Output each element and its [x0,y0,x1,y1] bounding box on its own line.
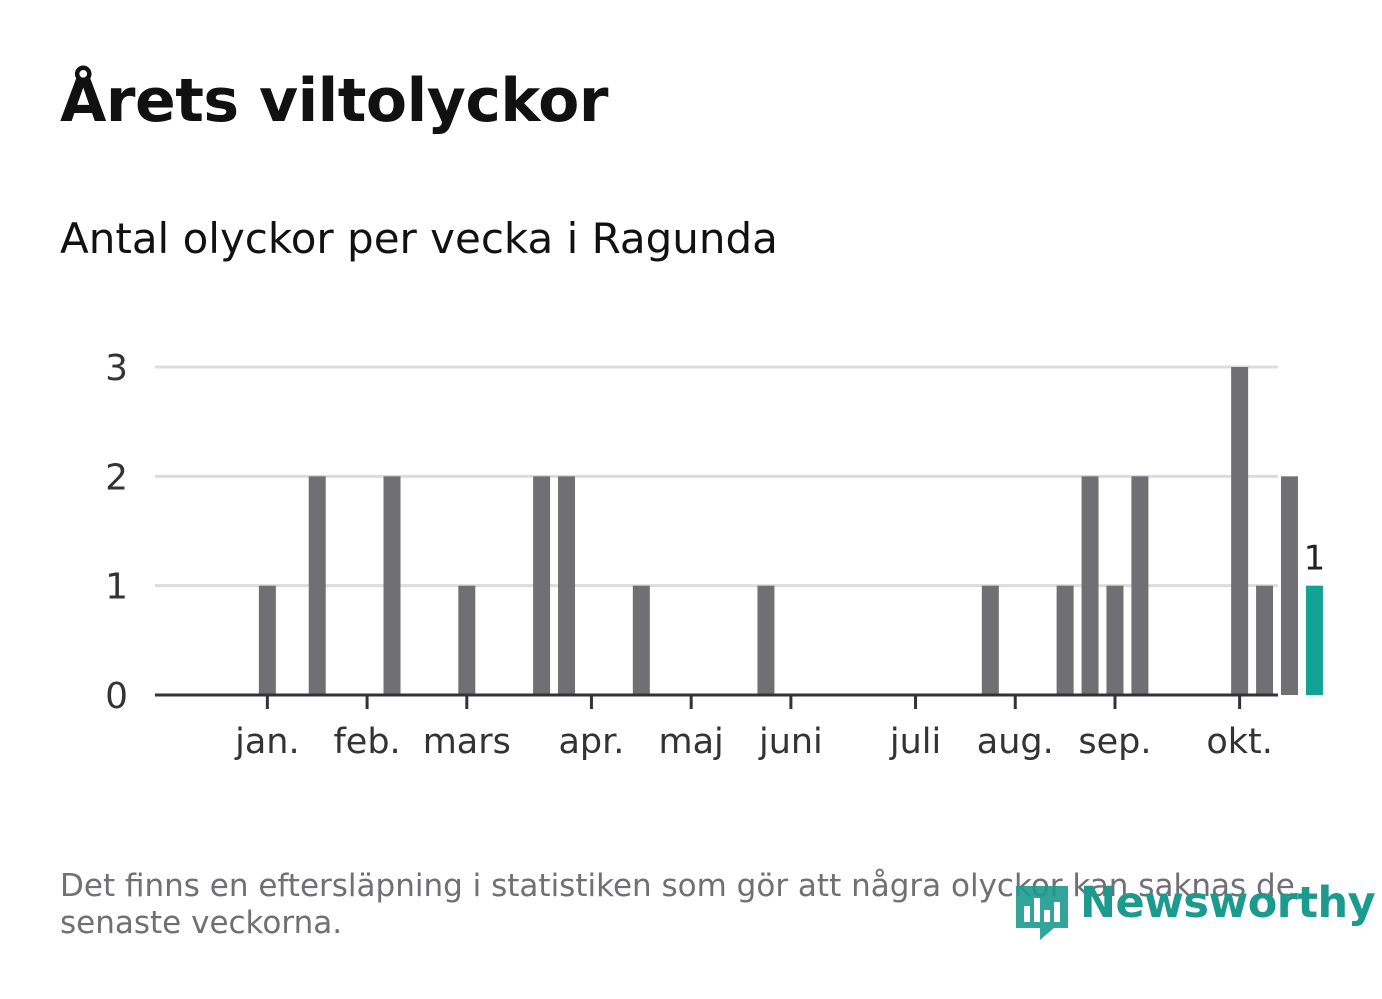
x-tick-label: jan. [234,722,299,762]
y-tick-label: 3 [105,348,128,389]
data-label: 1 [1304,539,1326,579]
bar [632,585,650,695]
x-tick-label: maj [659,722,724,762]
x-tick-label: juni [758,722,823,762]
x-tick-label: juli [889,722,941,762]
bar [1231,367,1249,695]
bar [1056,585,1074,695]
brand-name: Newsworthy [1080,878,1376,928]
bar [1081,476,1099,695]
y-tick-label: 0 [105,676,128,717]
bar [1131,476,1149,695]
bar [558,476,576,695]
bar [1106,585,1124,695]
x-tick-label: mars [423,722,511,762]
bar [458,585,476,695]
y-tick-label: 2 [105,457,128,498]
bar [308,476,326,695]
bar [1256,585,1274,695]
bar [258,585,276,695]
chart-title: Årets viltolyckor [60,66,609,136]
bar [981,585,999,695]
bar [383,476,401,695]
footnote: Det finns en eftersläpning i statistiken… [60,868,1295,941]
bar [533,476,551,695]
x-tick-label: aug. [977,722,1054,762]
newsworthy-logo-icon [1016,886,1068,940]
x-tick-label: feb. [333,722,400,762]
newsworthy-logo: Newsworthy [1010,876,1376,944]
x-tick-label: sep. [1078,722,1151,762]
bar-highlight [1305,585,1323,695]
chart-subtitle: Antal olyckor per vecka i Ragunda [60,214,778,263]
y-tick-label: 1 [105,567,128,608]
x-tick-label: okt. [1206,722,1273,762]
x-tick-label: apr. [558,722,624,762]
bar [1280,476,1298,695]
bar [757,585,775,695]
